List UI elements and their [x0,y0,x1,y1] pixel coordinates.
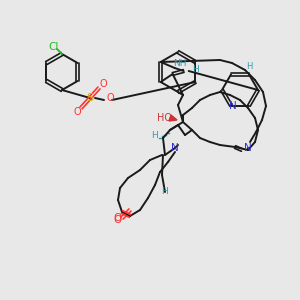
Text: O: O [73,107,81,117]
Text: S: S [86,93,94,103]
Text: O: O [106,93,114,103]
Text: N: N [171,143,179,153]
Text: N: N [244,143,252,153]
Text: O: O [99,79,107,89]
Text: O: O [114,215,122,225]
Text: H: H [192,64,199,74]
Text: HO: HO [158,113,172,123]
Text: O: O [114,213,122,223]
Text: NH: NH [173,59,186,68]
Text: H: H [246,62,252,71]
Polygon shape [169,115,177,121]
Text: H: H [152,130,158,140]
Text: Cl: Cl [49,42,59,52]
Text: N: N [229,100,237,111]
Text: H: H [162,188,168,196]
